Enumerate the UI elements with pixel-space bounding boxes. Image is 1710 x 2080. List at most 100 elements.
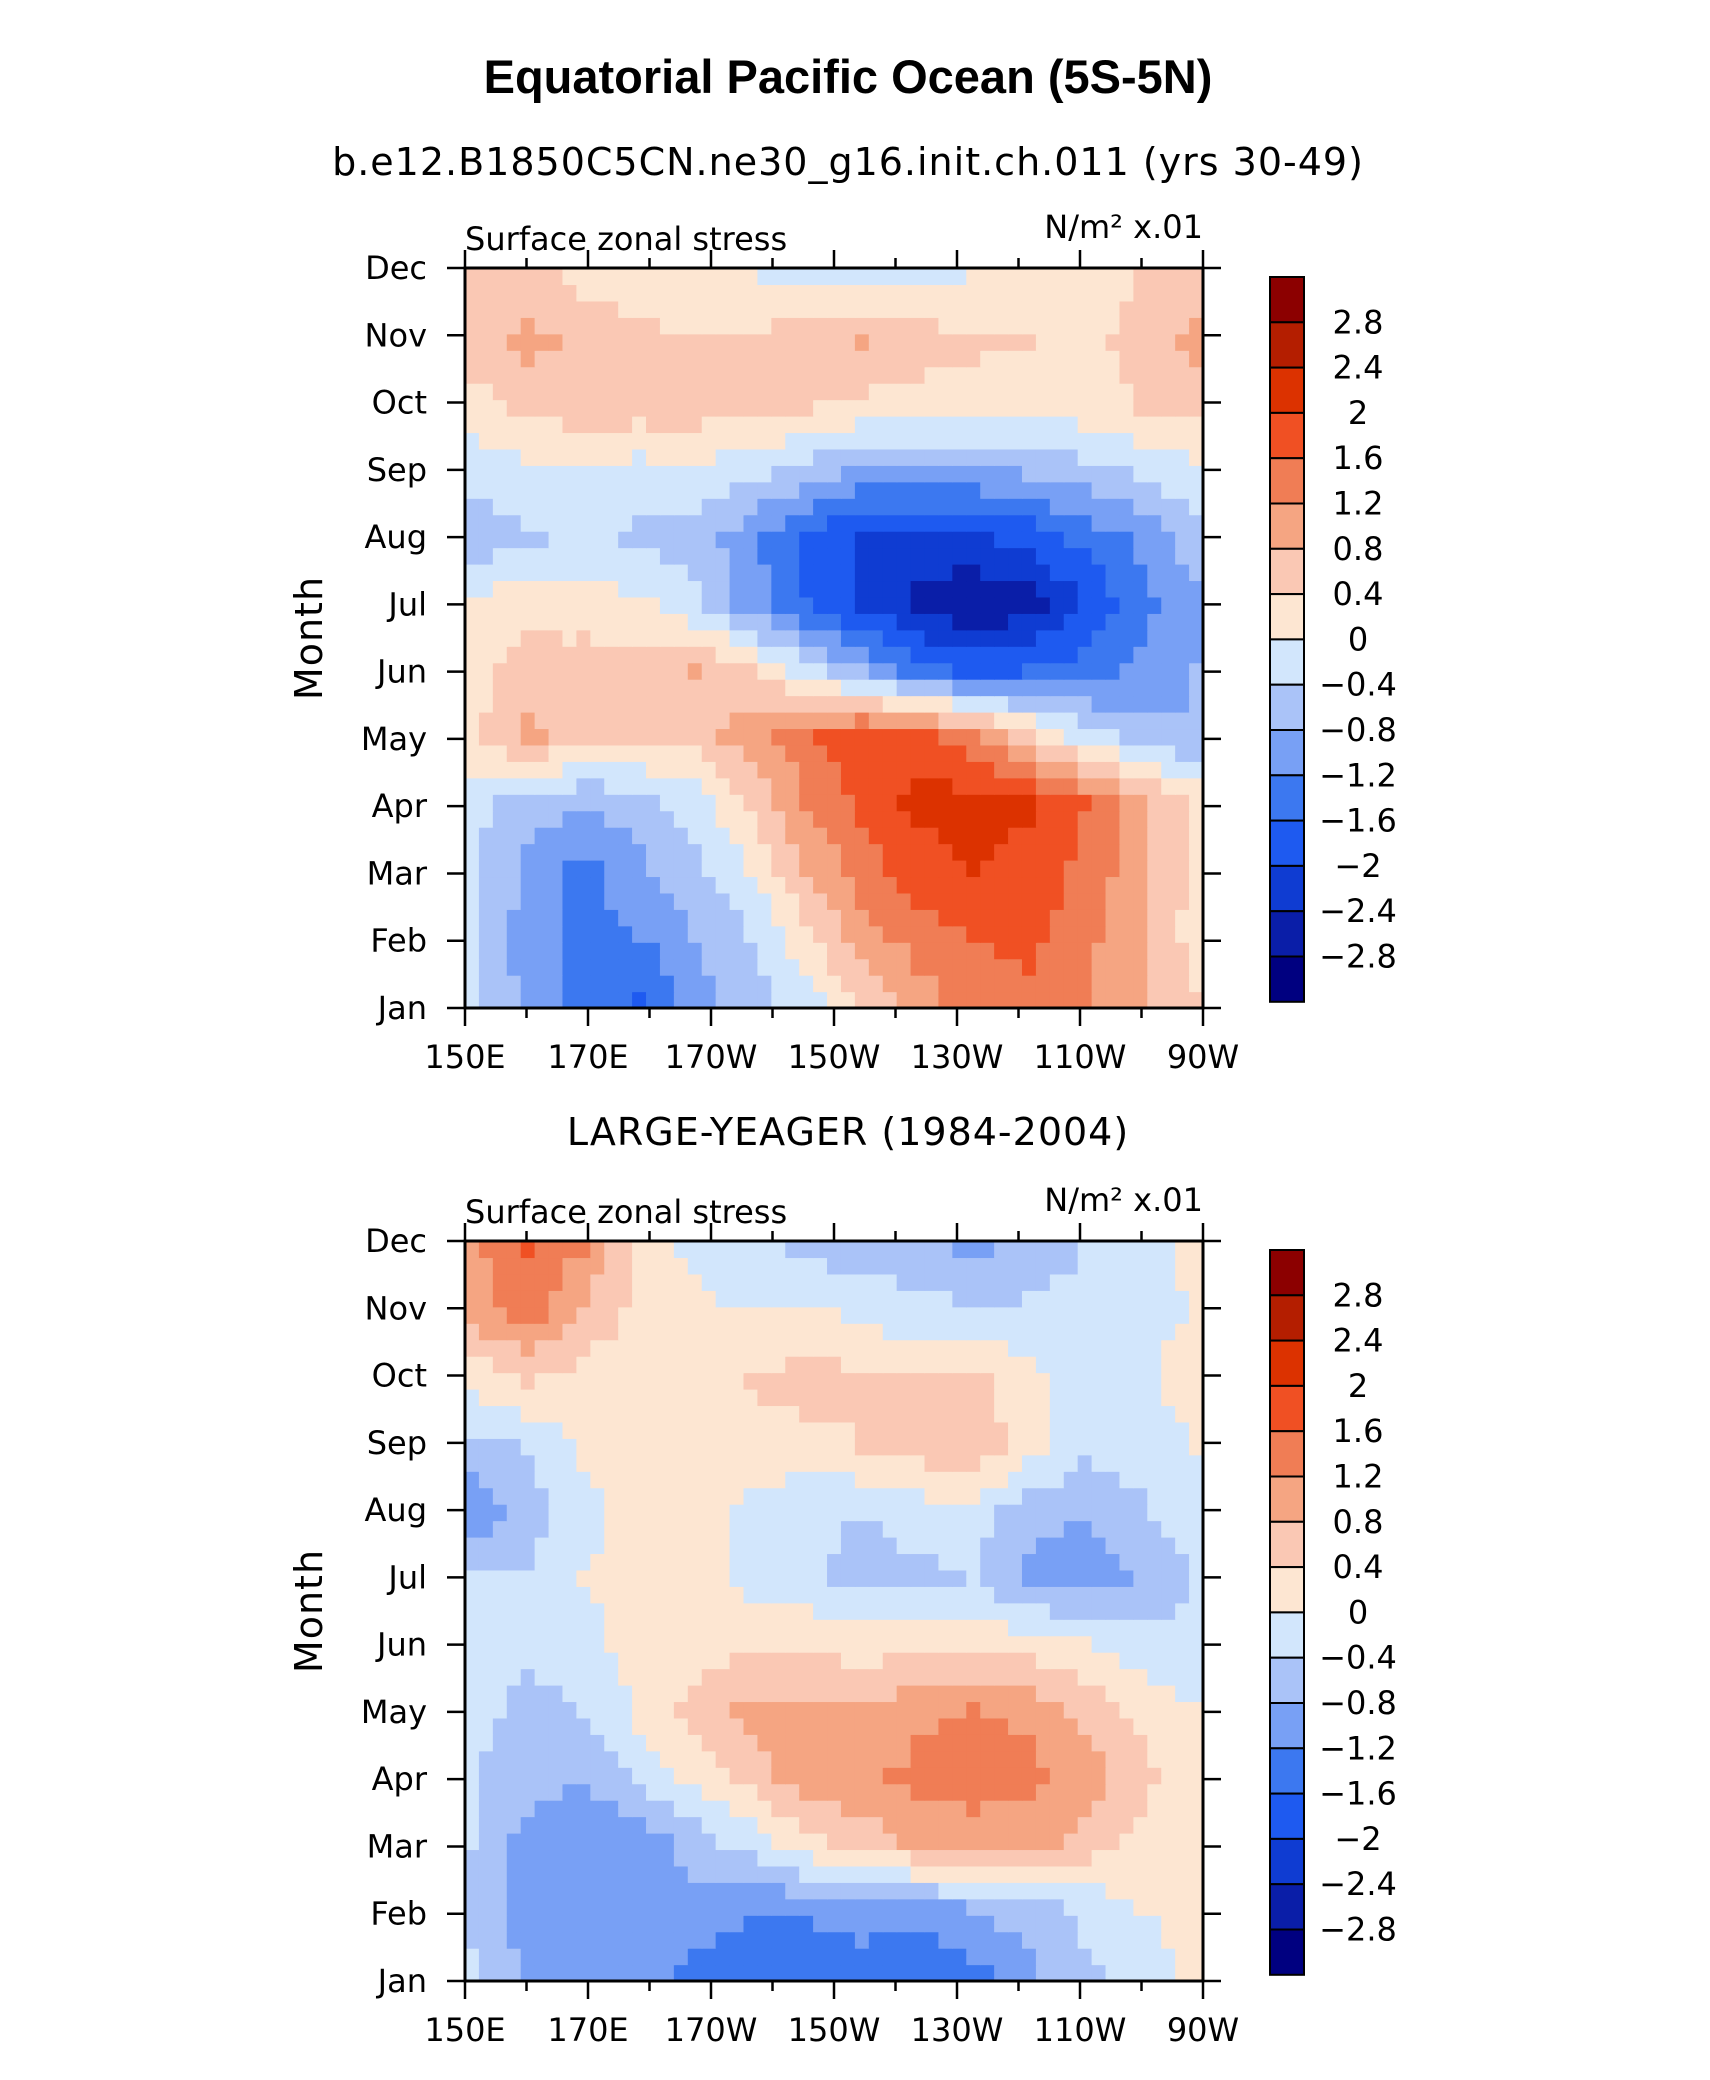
contour-cell: [1119, 1356, 1134, 1374]
contour-cell: [1119, 1750, 1134, 1768]
contour-cell: [771, 1290, 786, 1308]
contour-cell: [896, 465, 912, 483]
contour-cell: [715, 498, 731, 516]
contour-cell: [743, 1504, 759, 1522]
contour-cell: [1189, 1915, 1204, 1933]
contour-cell: [687, 1487, 703, 1505]
colorbar-swatch: [1269, 1339, 1305, 1387]
contour-cell: [827, 1389, 842, 1407]
contour-cell: [506, 465, 522, 483]
contour-cell: [492, 744, 508, 762]
contour-cell: [1119, 1767, 1134, 1785]
contour-cell: [799, 1898, 814, 1916]
contour-cell: [478, 1372, 494, 1390]
contour-cell: [1035, 481, 1051, 499]
contour-cell: [1147, 1750, 1162, 1768]
contour-cell: [715, 942, 731, 960]
contour-cell: [534, 629, 550, 647]
contour-cell: [1063, 1619, 1079, 1637]
contour-cell: [854, 728, 870, 746]
contour-cell: [868, 1816, 884, 1834]
contour-cell: [785, 1356, 800, 1374]
contour-cell: [1119, 629, 1134, 647]
contour-cell: [604, 1454, 619, 1472]
contour-cell: [1147, 1372, 1162, 1390]
contour-cell: [701, 416, 717, 434]
contour-cell: [1175, 613, 1190, 631]
contour-cell: [646, 1652, 661, 1670]
contour-cell: [813, 1849, 828, 1867]
contour-cell: [659, 1717, 675, 1735]
contour-cell: [966, 1767, 981, 1785]
contour-cell: [590, 1750, 605, 1768]
contour-cell: [1147, 1865, 1162, 1883]
contour-cell: [994, 1635, 1009, 1653]
contour-cell: [771, 744, 786, 762]
contour-cell: [980, 777, 995, 795]
contour-cell: [952, 1405, 967, 1423]
contour-cell: [980, 268, 995, 286]
contour-cell: [632, 580, 647, 598]
contour-cell: [1161, 300, 1176, 318]
contour-cell: [673, 1553, 689, 1571]
contour-cell: [659, 1586, 675, 1604]
contour-cell: [910, 547, 926, 565]
contour-cell: [1133, 1553, 1148, 1571]
contour-cell: [980, 860, 995, 878]
contour-cell: [632, 1734, 647, 1752]
contour-cell: [1133, 1306, 1148, 1324]
contour-cell: [618, 991, 633, 1009]
contour-cell: [1077, 925, 1093, 943]
contour-cell: [966, 1405, 981, 1423]
contour-cell: [994, 564, 1009, 582]
contour-cell: [1133, 268, 1148, 286]
contour-cell: [1105, 1520, 1121, 1538]
contour-cell: [701, 1750, 717, 1768]
contour-cell: [1049, 1257, 1065, 1275]
contour-cell: [785, 712, 800, 730]
contour-cell: [465, 876, 480, 894]
contour-cell: [785, 465, 800, 483]
contour-cell: [618, 794, 633, 812]
contour-cell: [465, 465, 480, 483]
contour-cell: [785, 843, 800, 861]
contour-cell: [465, 1290, 480, 1308]
contour-cell: [1077, 1685, 1093, 1703]
contour-cell: [868, 876, 884, 894]
contour-cell: [868, 333, 884, 351]
contour-cell: [562, 1898, 577, 1916]
contour-cell: [924, 1865, 940, 1883]
contour-cell: [952, 629, 967, 647]
contour-cell: [1189, 761, 1204, 779]
contour-cell: [534, 1356, 550, 1374]
contour-cell: [938, 465, 953, 483]
contour-cell: [1189, 596, 1204, 614]
contour-cell: [938, 366, 953, 384]
contour-cell: [1063, 909, 1079, 927]
contour-cell: [938, 712, 953, 730]
contour-cell: [465, 432, 480, 450]
contour-cell: [771, 1619, 786, 1637]
contour-cell: [562, 1273, 577, 1291]
contour-cell: [590, 350, 605, 368]
contour-cell: [1105, 925, 1121, 943]
contour-cell: [994, 432, 1009, 450]
contour-cell: [1189, 876, 1204, 894]
contour-cell: [1063, 1306, 1079, 1324]
contour-cell: [618, 1504, 633, 1522]
contour-cell: [771, 1767, 786, 1785]
contour-cell: [492, 1471, 508, 1489]
contour-cell: [590, 1257, 605, 1275]
contour-cell: [910, 1602, 926, 1620]
contour-cell: [924, 991, 940, 1009]
contour-cell: [980, 1717, 995, 1735]
contour-cell: [771, 465, 786, 483]
contour-cell: [882, 1389, 898, 1407]
contour-cell: [506, 1767, 522, 1785]
contour-cell: [659, 350, 675, 368]
contour-cell: [673, 1487, 689, 1505]
contour-cell: [924, 1454, 940, 1472]
contour-cell: [1133, 1487, 1148, 1505]
contour-cell: [1063, 892, 1079, 910]
contour-cell: [1189, 416, 1204, 434]
